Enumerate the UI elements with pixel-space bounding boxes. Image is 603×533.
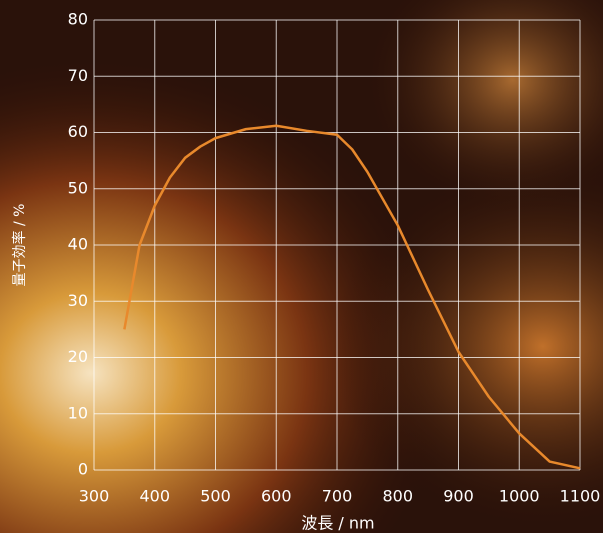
x-tick-label: 400 bbox=[139, 487, 170, 506]
y-tick-label: 40 bbox=[68, 235, 88, 254]
x-tick-label: 500 bbox=[200, 487, 231, 506]
y-tick-label: 80 bbox=[68, 10, 88, 29]
x-tick-label: 900 bbox=[443, 487, 474, 506]
y-tick-label: 10 bbox=[68, 403, 88, 422]
y-tick-label: 60 bbox=[68, 122, 88, 141]
x-tick-label: 700 bbox=[322, 487, 353, 506]
y-tick-label: 0 bbox=[78, 460, 88, 479]
y-tick-label: 30 bbox=[68, 291, 88, 310]
y-tick-label: 20 bbox=[68, 347, 88, 366]
y-tick-label: 50 bbox=[68, 178, 88, 197]
x-tick-label: 800 bbox=[382, 487, 413, 506]
x-tick-label: 300 bbox=[79, 487, 110, 506]
y-tick-label: 70 bbox=[68, 66, 88, 85]
x-axis-label: 波長 / nm bbox=[301, 514, 374, 533]
y-axis-label: 量子効率 / % bbox=[11, 204, 28, 287]
x-tick-label: 600 bbox=[261, 487, 292, 506]
data-line bbox=[123, 124, 581, 470]
x-tick-label: 1100 bbox=[560, 487, 601, 506]
x-tick-label: 1000 bbox=[499, 487, 540, 506]
